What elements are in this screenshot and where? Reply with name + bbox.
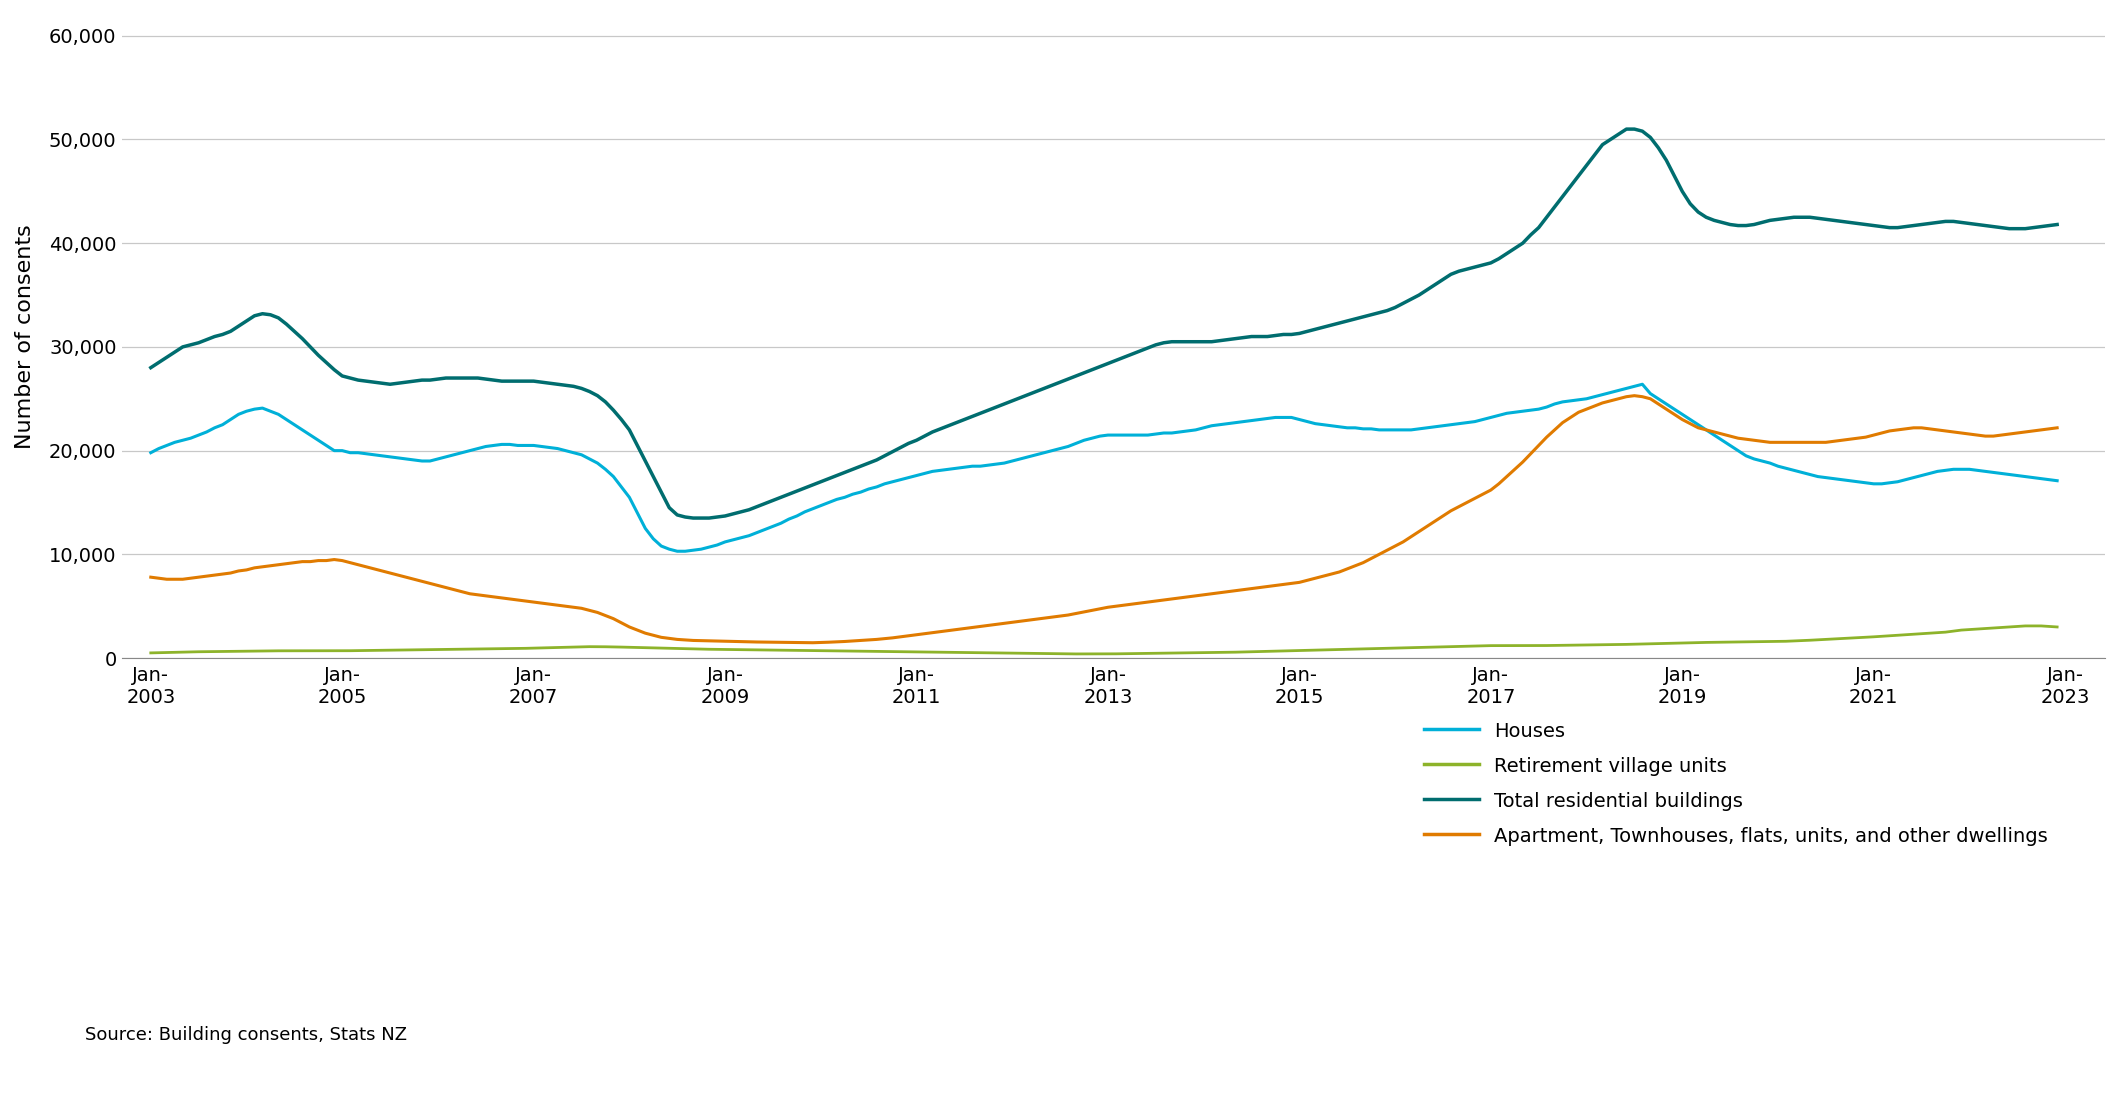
Apartment, Townhouses, flats, units, and other dwellings: [1622, 389, 1647, 402]
Houses: [138, 446, 163, 459]
Retirement village units: [1916, 626, 1942, 640]
Houses: [664, 545, 689, 558]
Apartment, Townhouses, flats, units, and other dwellings: [799, 636, 825, 650]
Retirement village units: [1056, 647, 1081, 660]
Apartment, Townhouses, flats, units, and other dwellings: [784, 636, 810, 650]
Total residential buildings: [2044, 218, 2069, 231]
Houses: [2044, 474, 2069, 487]
Line: Retirement village units: Retirement village units: [151, 626, 2056, 654]
Houses: [441, 448, 466, 462]
Apartment, Townhouses, flats, units, and other dwellings: [441, 584, 466, 597]
Y-axis label: Number of consents: Number of consents: [15, 224, 36, 448]
Apartment, Townhouses, flats, units, and other dwellings: [1406, 525, 1431, 539]
Houses: [1630, 378, 1656, 391]
Retirement village units: [218, 645, 244, 658]
Apartment, Townhouses, flats, units, and other dwellings: [218, 566, 244, 579]
Total residential buildings: [681, 511, 706, 524]
Retirement village units: [1406, 641, 1431, 654]
Retirement village units: [2044, 620, 2069, 633]
Apartment, Townhouses, flats, units, and other dwellings: [1925, 423, 1950, 436]
Retirement village units: [138, 646, 163, 659]
Retirement village units: [2012, 620, 2037, 633]
Total residential buildings: [1925, 215, 1950, 229]
Retirement village units: [441, 643, 466, 656]
Houses: [265, 408, 290, 421]
Apartment, Townhouses, flats, units, and other dwellings: [138, 570, 163, 584]
Total residential buildings: [793, 481, 818, 495]
Total residential buildings: [1613, 122, 1639, 135]
Total residential buildings: [1406, 288, 1431, 301]
Line: Apartment, Townhouses, flats, units, and other dwellings: Apartment, Townhouses, flats, units, and…: [151, 396, 2056, 643]
Total residential buildings: [218, 325, 244, 338]
Apartment, Townhouses, flats, units, and other dwellings: [2044, 421, 2069, 434]
Houses: [1406, 422, 1431, 435]
Line: Total residential buildings: Total residential buildings: [151, 129, 2056, 518]
Total residential buildings: [138, 362, 163, 375]
Houses: [218, 413, 244, 426]
Retirement village units: [265, 644, 290, 657]
Legend: Houses, Retirement village units, Total residential buildings, Apartment, Townho: Houses, Retirement village units, Total …: [1416, 713, 2056, 854]
Line: Houses: Houses: [151, 385, 2056, 552]
Total residential buildings: [265, 311, 290, 324]
Total residential buildings: [441, 371, 466, 385]
Houses: [793, 506, 818, 519]
Houses: [1925, 465, 1950, 478]
Text: Source: Building consents, Stats NZ: Source: Building consents, Stats NZ: [85, 1026, 407, 1044]
Retirement village units: [784, 644, 810, 657]
Apartment, Townhouses, flats, units, and other dwellings: [265, 558, 290, 571]
